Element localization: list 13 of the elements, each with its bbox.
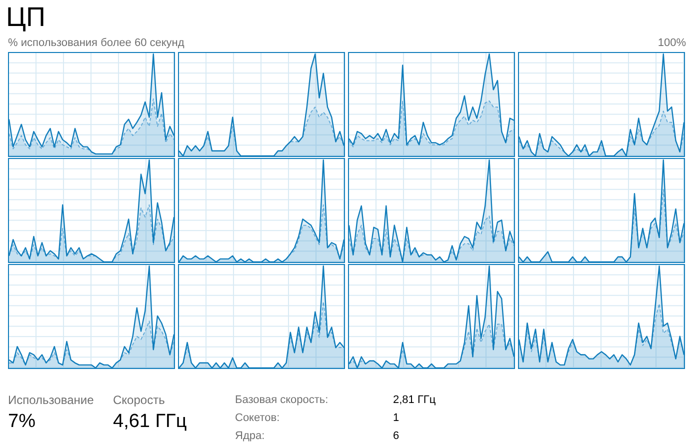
text: Скорость <box>113 393 165 407</box>
text: 2,81 ГГц <box>393 394 436 406</box>
text: % использования более 60 секунд <box>8 37 184 49</box>
text: 6 <box>393 430 400 442</box>
text: Базовая скорость: <box>235 394 328 406</box>
text: 4,61 ГГц <box>113 411 187 433</box>
text: ЦП <box>6 2 46 33</box>
text: Ядра: <box>235 430 265 442</box>
text: Использование <box>8 393 94 407</box>
text: 7% <box>8 411 36 433</box>
text: 1 <box>393 412 400 424</box>
text: Сокетов: <box>235 412 280 424</box>
text: 100% <box>658 37 686 49</box>
